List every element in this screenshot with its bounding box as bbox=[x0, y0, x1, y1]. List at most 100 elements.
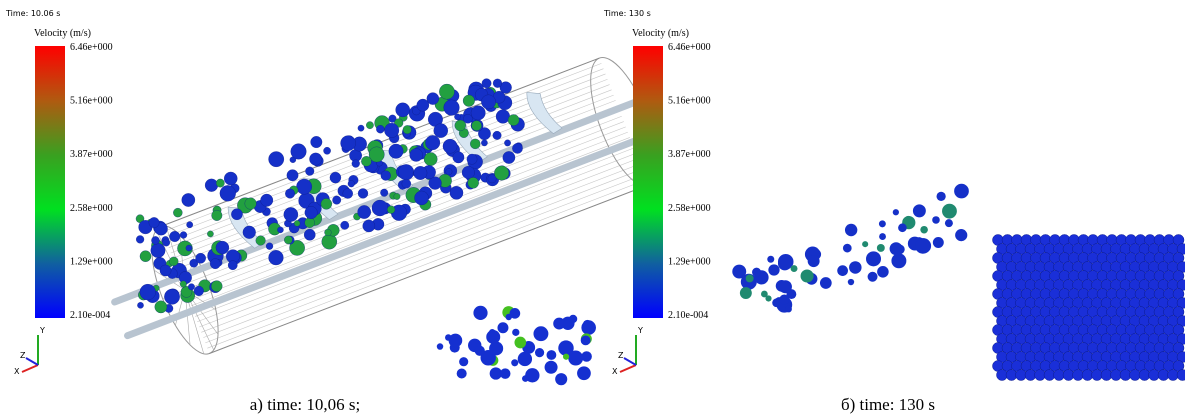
particle bbox=[475, 346, 485, 356]
particle bbox=[890, 242, 903, 255]
particle bbox=[291, 144, 307, 160]
particle bbox=[463, 95, 475, 107]
particle bbox=[503, 151, 515, 163]
particle bbox=[533, 326, 548, 341]
particle bbox=[535, 348, 544, 357]
particle bbox=[169, 231, 180, 242]
particle bbox=[424, 152, 437, 165]
particle bbox=[155, 301, 167, 313]
particle bbox=[311, 136, 323, 148]
particle bbox=[414, 191, 428, 205]
particle bbox=[746, 274, 754, 282]
particle bbox=[512, 329, 519, 336]
particle bbox=[352, 160, 360, 168]
particle bbox=[546, 350, 556, 360]
axis-x bbox=[620, 365, 636, 372]
particle bbox=[363, 220, 375, 232]
particle bbox=[231, 209, 242, 220]
axis-label: Z bbox=[618, 351, 624, 360]
particle bbox=[304, 229, 315, 240]
legend-title: Velocity (m/s) bbox=[632, 28, 689, 39]
particle bbox=[294, 220, 300, 226]
particle bbox=[216, 179, 224, 187]
caption: a) time: 10,06 s; bbox=[250, 395, 360, 414]
particle bbox=[937, 192, 946, 201]
axis-label: Y bbox=[637, 326, 643, 335]
axis-label: X bbox=[612, 367, 618, 376]
legend-label: 6.46e+000 bbox=[668, 42, 711, 53]
particle bbox=[188, 284, 194, 290]
paddle bbox=[525, 85, 563, 138]
drum-wire bbox=[191, 137, 630, 305]
particle bbox=[403, 125, 412, 134]
particle bbox=[341, 221, 349, 229]
particle bbox=[358, 125, 364, 131]
axis-z bbox=[624, 358, 636, 365]
particle bbox=[269, 250, 284, 265]
particle bbox=[471, 121, 481, 131]
particle bbox=[462, 166, 475, 179]
particle bbox=[496, 110, 510, 124]
legend-label: 2.10e-004 bbox=[668, 310, 708, 321]
particle bbox=[266, 243, 273, 250]
particle bbox=[305, 218, 315, 228]
particle bbox=[913, 204, 926, 217]
particle bbox=[187, 222, 193, 228]
particle bbox=[879, 233, 886, 240]
particle bbox=[211, 281, 222, 292]
particle bbox=[140, 251, 151, 262]
axis-z bbox=[26, 358, 38, 365]
particle bbox=[893, 209, 899, 215]
particle bbox=[510, 308, 521, 319]
particle bbox=[849, 261, 861, 273]
particle bbox=[942, 204, 957, 219]
particle bbox=[866, 251, 881, 266]
particle bbox=[569, 315, 577, 323]
particle bbox=[837, 265, 848, 276]
particle bbox=[904, 216, 912, 224]
particle bbox=[384, 123, 399, 138]
particle bbox=[843, 244, 852, 253]
particle bbox=[164, 289, 179, 304]
particle bbox=[343, 188, 353, 198]
particle bbox=[321, 198, 332, 209]
particle bbox=[207, 231, 213, 237]
particle bbox=[511, 359, 518, 366]
particle bbox=[459, 357, 468, 366]
particle bbox=[508, 114, 519, 125]
particle bbox=[163, 239, 170, 246]
particle bbox=[341, 136, 356, 151]
particle bbox=[933, 237, 944, 248]
particle bbox=[801, 269, 814, 282]
particle bbox=[845, 224, 857, 236]
time-label: Time: 130 s bbox=[603, 9, 651, 18]
particle bbox=[920, 226, 928, 234]
particle bbox=[583, 320, 592, 329]
drum-wire bbox=[189, 132, 628, 300]
color-bar bbox=[633, 46, 663, 318]
particle bbox=[467, 154, 477, 164]
particle bbox=[186, 245, 192, 251]
panel: Time: 130 sVelocity (m/s)6.46e+0005.16e+… bbox=[603, 9, 1185, 381]
particle bbox=[779, 294, 789, 304]
particle bbox=[820, 277, 832, 289]
particle bbox=[550, 364, 557, 371]
axis-label: Y bbox=[39, 326, 45, 335]
legend-label: 2.58e+000 bbox=[668, 203, 711, 214]
particle bbox=[205, 179, 218, 192]
particle bbox=[446, 168, 453, 175]
particle bbox=[256, 236, 266, 246]
particle bbox=[425, 135, 440, 150]
particle bbox=[260, 194, 272, 206]
particle bbox=[380, 189, 388, 197]
particle bbox=[212, 210, 223, 221]
particle bbox=[563, 354, 569, 360]
particle bbox=[182, 193, 195, 206]
particle bbox=[494, 166, 509, 181]
particle bbox=[481, 140, 487, 146]
particle bbox=[768, 264, 779, 275]
particle bbox=[358, 188, 368, 198]
legend-label: 3.87e+000 bbox=[668, 149, 711, 160]
particle bbox=[151, 236, 159, 244]
particle bbox=[915, 238, 931, 254]
